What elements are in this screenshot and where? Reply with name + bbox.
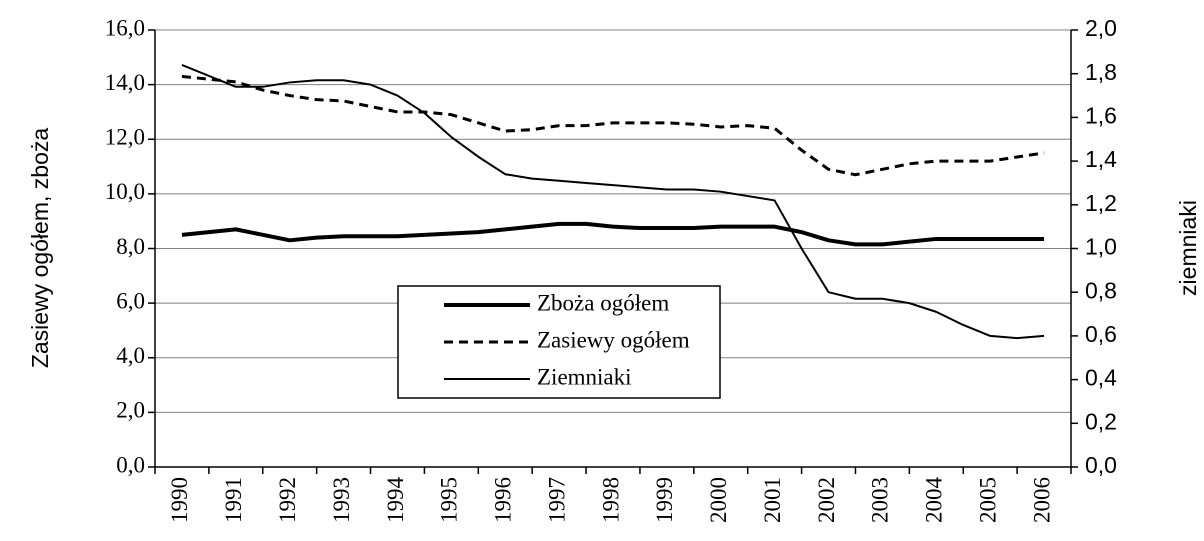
x-tick-label: 2000 <box>706 477 731 523</box>
y2-tick-label: 0,2 <box>1085 408 1117 434</box>
x-tick-label: 1994 <box>383 477 408 524</box>
y-tick-label: 16,0 <box>105 15 145 40</box>
legend-label: Zasiewy ogółem <box>537 327 690 352</box>
y2-tick-label: 1,6 <box>1085 102 1117 128</box>
y2-tick-label: 2,0 <box>1085 15 1117 41</box>
x-tick-label: 1991 <box>221 477 246 523</box>
y-tick-label: 6,0 <box>116 288 145 313</box>
y2-tick-label: 1,4 <box>1085 146 1117 172</box>
x-tick-label: 2006 <box>1029 477 1054 523</box>
x-tick-label: 2003 <box>868 477 893 523</box>
y-tick-label: 14,0 <box>105 70 145 95</box>
x-tick-label: 1992 <box>275 477 300 523</box>
y-tick-label: 10,0 <box>105 179 145 204</box>
y2-tick-label: 1,2 <box>1085 190 1117 216</box>
x-tick-label: 1990 <box>167 477 192 523</box>
x-tick-label: 1996 <box>491 477 516 523</box>
y2-tick-label: 0,0 <box>1085 452 1117 478</box>
series-line <box>181 64 1045 340</box>
y-tick-label: 4,0 <box>116 343 145 368</box>
series-line <box>181 74 1045 177</box>
x-tick-label: 2004 <box>922 477 947 524</box>
y2-tick-label: 0,6 <box>1085 321 1117 347</box>
series-line <box>181 221 1045 247</box>
y-tick-label: 0,0 <box>116 452 145 477</box>
y2-tick-label: 1,8 <box>1085 59 1117 85</box>
x-tick-label: 1995 <box>437 477 462 523</box>
y2-tick-label: 0,4 <box>1085 365 1117 391</box>
x-tick-label: 2002 <box>814 477 839 523</box>
x-tick-label: 2005 <box>975 477 1000 523</box>
y2-tick-label: 1,0 <box>1085 234 1117 260</box>
x-tick-label: 1997 <box>544 477 569 523</box>
y-tick-label: 2,0 <box>116 398 145 423</box>
y-tick-label: 12,0 <box>105 125 145 150</box>
legend-label: Ziemniaki <box>537 364 632 389</box>
x-tick-label: 2001 <box>760 477 785 523</box>
y2-axis-title: ziemniaki <box>1175 200 1201 296</box>
x-tick-label: 1998 <box>598 477 623 523</box>
x-tick-label: 1993 <box>329 477 354 523</box>
y-axis-title: Zasiewy ogółem, zboża <box>27 128 53 369</box>
y2-tick-label: 0,8 <box>1085 277 1117 303</box>
y-tick-label: 8,0 <box>116 234 145 259</box>
x-tick-label: 1999 <box>652 477 677 523</box>
legend-label: Zboża ogółem <box>537 290 669 315</box>
